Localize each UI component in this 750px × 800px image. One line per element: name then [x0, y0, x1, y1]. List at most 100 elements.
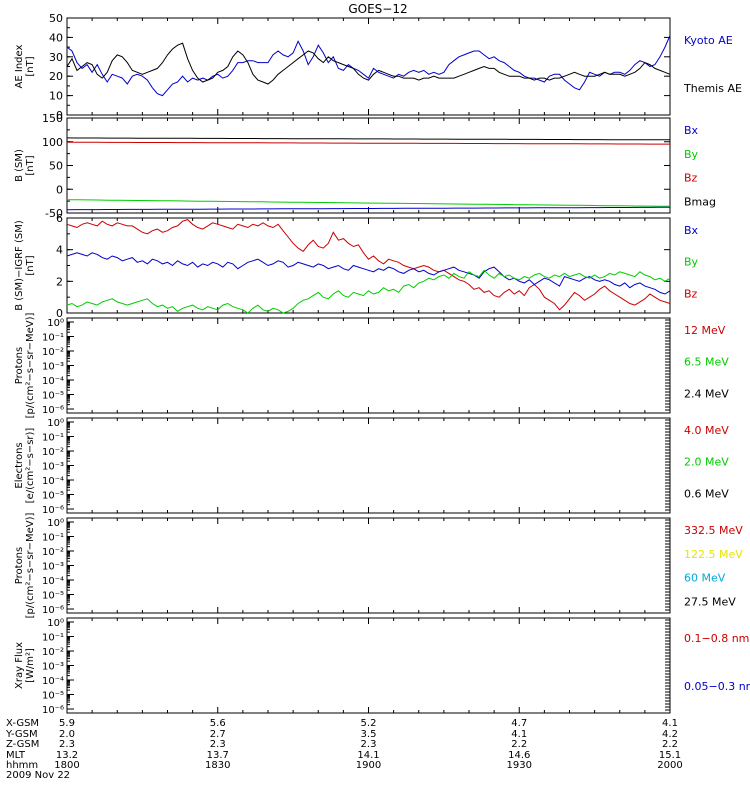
plot-frame	[66, 417, 671, 514]
y-tick-label: -50	[45, 207, 63, 220]
ephemeris-footer: X-GSM 5.9 5.6 5.2 4.7 4.1Y-GSM 2.0 2.7 3.5 4.1 4.2…	[5, 718, 683, 781]
footer-row-label: MLT	[6, 750, 26, 761]
footer-value: 14.6	[508, 750, 530, 761]
footer-value: 2.3	[59, 739, 75, 750]
y-tick-label: 10⁰	[47, 418, 64, 429]
y-tick-label: 10⁰	[47, 518, 64, 529]
footer-value: 13.2	[56, 750, 78, 761]
legend-entry: 2.0 MeV	[684, 456, 729, 469]
footer-value: 2.7	[210, 729, 226, 740]
footer-value: 2000	[657, 760, 682, 771]
footer-value: 2.2	[662, 739, 678, 750]
panel-4: Protons[p/(cm²−s−sr−MeV)] 10⁰ 10⁻¹ 10⁻² 10⁻³…	[14, 312, 729, 418]
legend-entry: 122.5 MeV	[684, 548, 743, 561]
y-axis-label-line: AE Index	[14, 44, 25, 88]
y-tick-label: 10⁻⁵	[42, 591, 64, 602]
legend-entry: Kyoto AE	[684, 34, 733, 47]
footer-value: 4.1	[511, 729, 527, 740]
plot-frame	[66, 517, 671, 614]
y-tick-label: 10⁻⁵	[42, 491, 64, 502]
y-tick-label: 10⁻²	[42, 547, 64, 558]
footer-value: 5.2	[361, 718, 377, 729]
legend-entry: 27.5 MeV	[684, 595, 736, 608]
y-axis-label: B (SM)[nT]	[14, 149, 36, 182]
y-tick-label: 100	[42, 136, 63, 149]
series-line-bz	[66, 219, 671, 311]
series-line-bx	[66, 206, 670, 211]
y-axis-label-line: [nT]	[25, 155, 36, 175]
series-line-by	[66, 199, 671, 207]
y-tick-label: 10⁻⁴	[42, 376, 64, 387]
footer-value: 3.5	[361, 729, 377, 740]
y-axis-label-line: [p/(cm²−s−sr−MeV)]	[25, 312, 36, 418]
series-line-bmag	[66, 137, 670, 141]
plot-title: GOES−12	[348, 2, 407, 16]
y-tick-label: 10⁻⁶	[42, 405, 64, 416]
y-axis-label-line: [p/(cm²−s−sr−MeV)]	[25, 512, 36, 618]
y-axis-label: AE Index[nT]	[14, 44, 36, 88]
y-tick-label: 10⁻⁶	[42, 605, 64, 616]
plot-frame	[66, 17, 671, 116]
y-axis-label-line: Xray Flux	[14, 642, 25, 689]
y-tick-label: 10⁻⁴	[42, 676, 64, 687]
y-tick-label: 10⁻³	[42, 562, 64, 573]
y-tick-label: 4	[56, 244, 63, 257]
footer-value: 2.3	[210, 739, 226, 750]
plot-frame	[66, 217, 671, 314]
footer-value: 14.1	[357, 750, 379, 761]
y-tick-label: 2	[56, 275, 63, 288]
y-axis-label-line: Protons	[14, 547, 25, 584]
legend-entry: 332.5 MeV	[684, 524, 743, 537]
footer-value: 4.1	[662, 718, 678, 729]
panel-6: Protons[p/(cm²−s−sr−MeV)] 10⁰ 10⁻¹ 10⁻² 10⁻³…	[14, 512, 743, 618]
y-tick-label: 50	[49, 12, 63, 25]
y-tick-label: 10⁻³	[42, 362, 64, 373]
y-tick-label: 10⁻¹	[42, 533, 64, 544]
y-tick-label: 10⁻⁶	[42, 505, 64, 516]
y-axis-label-line: B (SM)−IGRF (SM)	[14, 220, 25, 311]
y-tick-label: 10⁻⁴	[42, 476, 64, 487]
y-tick-label: 10⁻⁴	[42, 576, 64, 587]
series-line-themis-ae	[66, 42, 671, 85]
plot-frame	[66, 317, 671, 414]
y-axis-label-line: Electrons	[14, 442, 25, 488]
y-tick-label: 30	[49, 51, 63, 64]
y-tick-label: 10⁻³	[42, 462, 64, 473]
footer-row-label: Y-GSM	[5, 729, 38, 740]
footer-value: 4.7	[511, 718, 527, 729]
y-tick-label: 0	[56, 307, 63, 320]
y-tick-label: 6	[56, 212, 63, 225]
footer-value: 2.2	[511, 739, 527, 750]
footer-date: 2009 Nov 22	[6, 770, 70, 781]
footer-value: 5.6	[210, 718, 226, 729]
y-tick-label: 10⁰	[47, 618, 64, 629]
legend-entry: 2.4 MeV	[684, 387, 729, 400]
y-tick-label: 0	[56, 109, 63, 122]
footer-value: 1900	[356, 760, 381, 771]
y-tick-label: 40	[49, 31, 63, 44]
legend-entry: Bz	[684, 287, 698, 300]
legend-entry: By	[684, 256, 699, 269]
plot-frame	[66, 117, 671, 214]
footer-value: 1930	[507, 760, 532, 771]
legend-entry: Bx	[684, 124, 699, 137]
y-axis-label-line: [nT]	[25, 255, 36, 275]
footer-value: 1830	[205, 760, 230, 771]
y-tick-label: 10⁻⁵	[42, 691, 64, 702]
y-axis-label-line: [nT]	[25, 56, 36, 76]
legend-entry: 12 MeV	[684, 324, 726, 337]
y-axis-label-line: Protons	[14, 347, 25, 384]
panel-2: B (SM)[nT] -50 0 50 100 150 Bx By Bz Bmag	[14, 112, 716, 220]
legend-entry: 0.05−0.3 nm	[684, 680, 750, 693]
y-tick-label: 10⁻²	[42, 347, 64, 358]
series-line-bx	[66, 252, 671, 295]
y-axis-label: Electrons[e/(cm²−s−sr)]	[14, 428, 36, 504]
y-tick-label: 10⁻²	[42, 647, 64, 658]
legend-entry: 0.6 MeV	[684, 487, 729, 500]
y-axis-label-line: [W/m²]	[25, 648, 36, 683]
legend-entry: By	[684, 148, 699, 161]
footer-row-label: X-GSM	[6, 718, 39, 729]
y-tick-label: 10⁻¹	[42, 333, 64, 344]
y-tick-label: 10	[49, 90, 63, 103]
